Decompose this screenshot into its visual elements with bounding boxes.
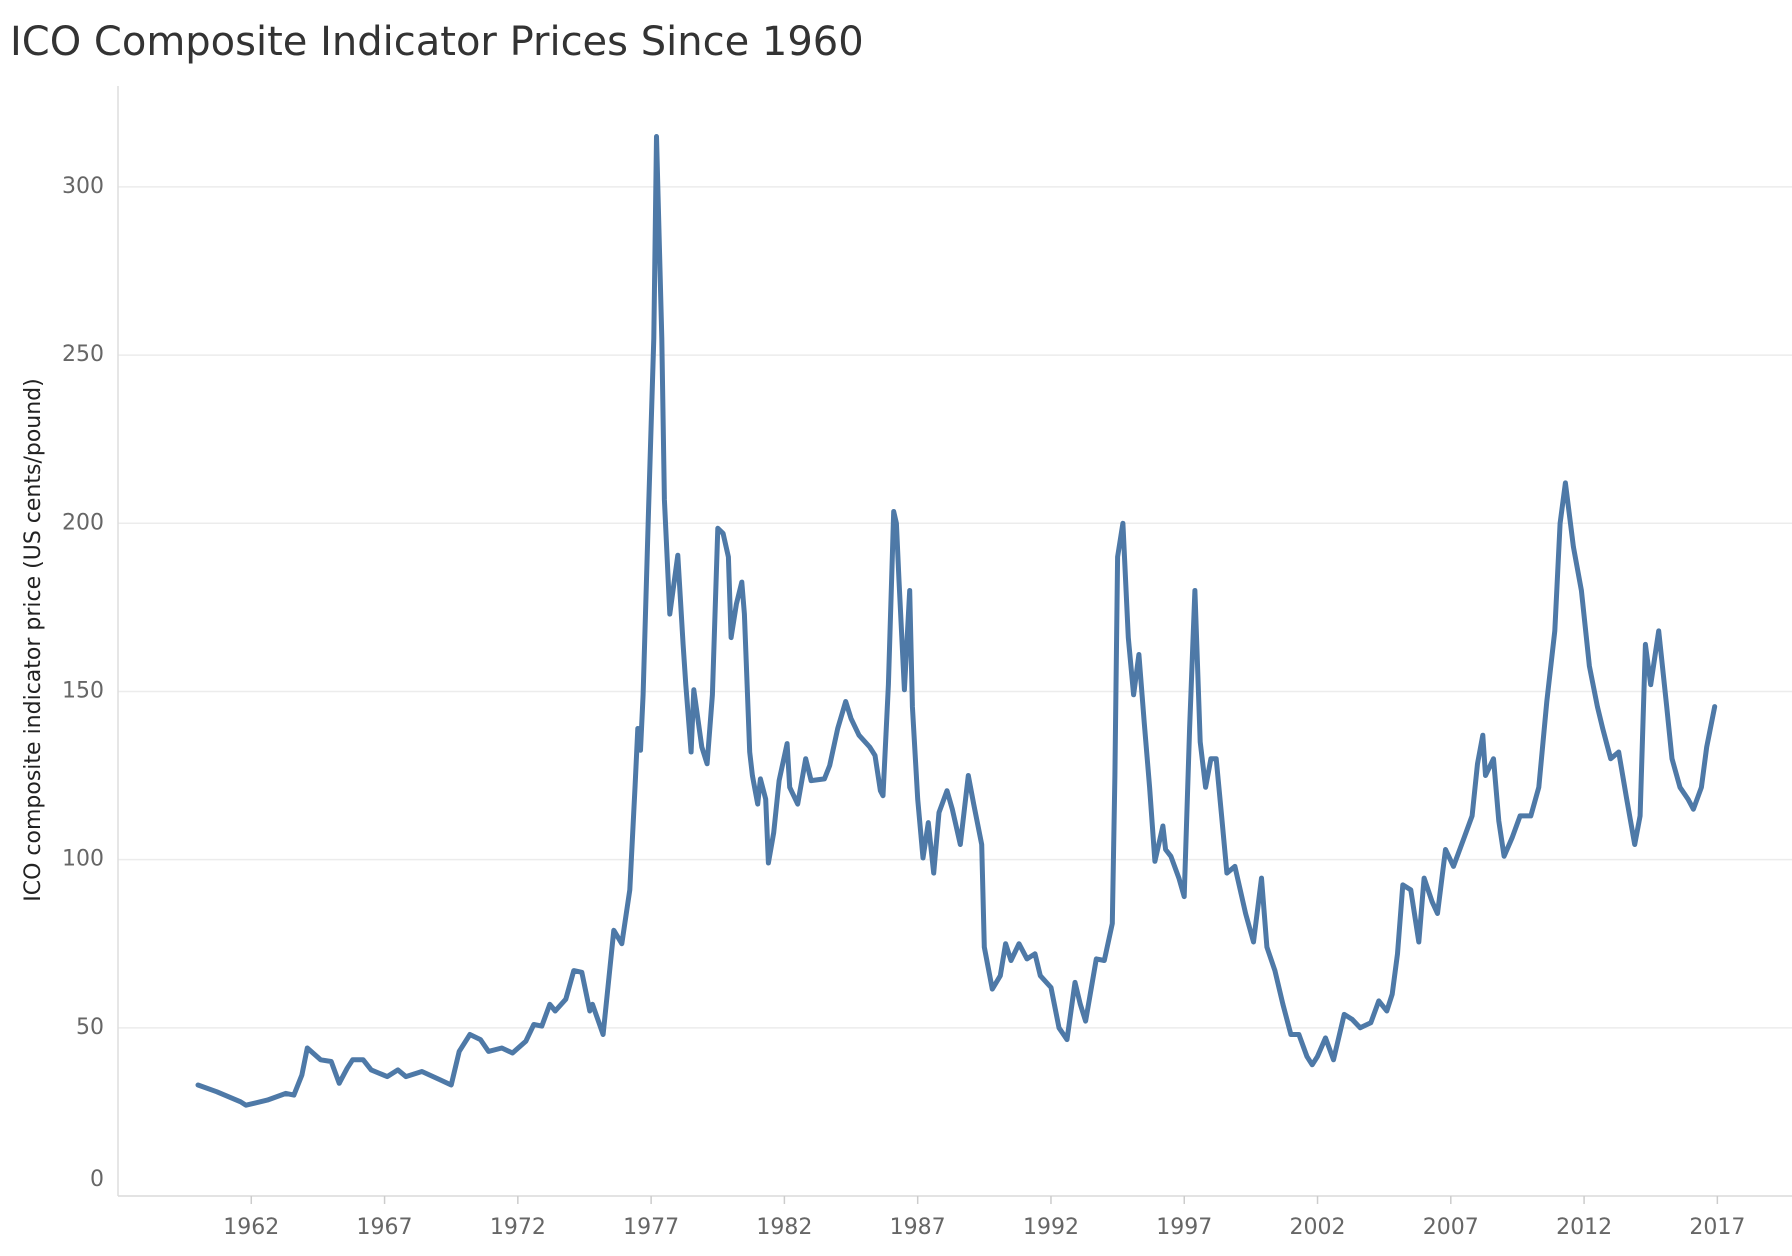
x-tick-label: 2017 [1689,1215,1745,1240]
x-tick-label: 1967 [357,1215,413,1240]
y-tick-label: 150 [62,678,104,703]
x-tick-label: 1992 [1023,1215,1079,1240]
y-axis-label: ICO composite indicator price (US cents/… [21,378,46,901]
x-tick-label: 2007 [1423,1215,1479,1240]
y-tick-label: 250 [62,342,104,367]
x-tick-label: 2002 [1290,1215,1346,1240]
x-tick-label: 1972 [490,1215,546,1240]
x-tick-label: 1982 [756,1215,812,1240]
x-tick-label: 1962 [223,1215,279,1240]
y-tick-label: 50 [76,1015,104,1040]
x-tick-label: 1987 [890,1215,946,1240]
y-tick-label: 200 [62,510,104,535]
chart-title: ICO Composite Indicator Prices Since 196… [10,19,864,65]
price-line [195,134,1718,1108]
x-tick-label: 1997 [1156,1215,1212,1240]
y-tick-label: 0 [90,1167,104,1192]
y-tick-label: 300 [62,174,104,199]
x-tick-label: 1977 [623,1215,679,1240]
y-tick-label: 100 [62,847,104,872]
x-tick-label: 2012 [1556,1215,1612,1240]
